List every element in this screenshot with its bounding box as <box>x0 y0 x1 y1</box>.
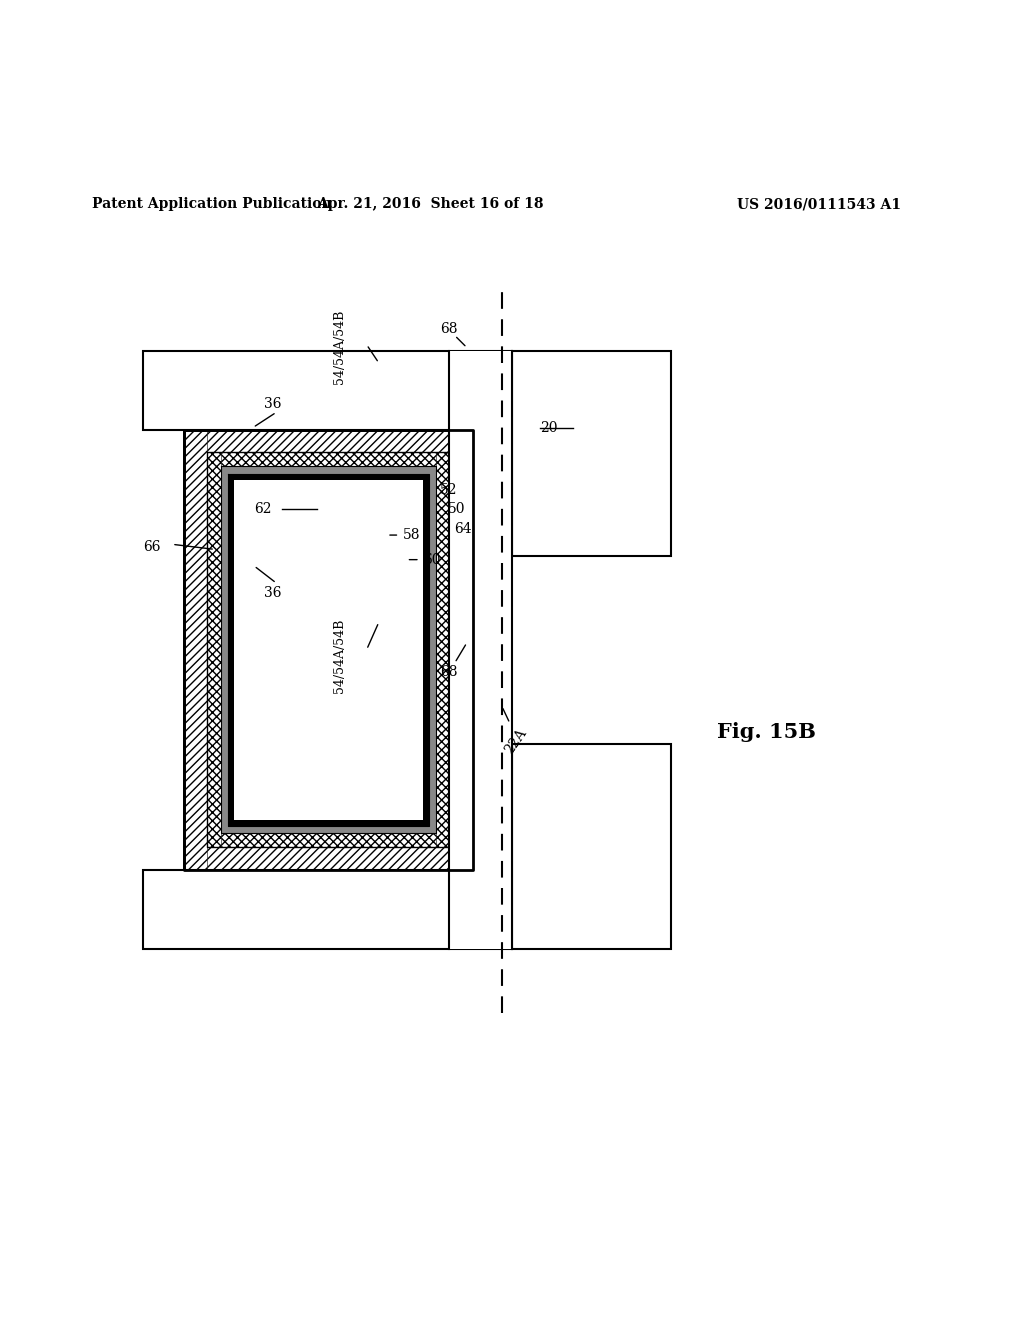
Bar <box>207 453 221 847</box>
Bar <box>228 820 429 826</box>
Bar <box>228 474 234 826</box>
Text: Patent Application Publication: Patent Application Publication <box>92 197 332 211</box>
Bar <box>449 351 512 949</box>
Bar <box>451 429 473 870</box>
Text: 22A: 22A <box>502 726 529 758</box>
Text: US 2016/0111543 A1: US 2016/0111543 A1 <box>737 197 901 211</box>
Text: 66: 66 <box>143 540 161 554</box>
Text: 20: 20 <box>540 421 557 434</box>
Bar <box>228 474 429 479</box>
Text: 54/54A/54B: 54/54A/54B <box>334 310 346 384</box>
Text: 58: 58 <box>402 528 420 543</box>
Bar <box>184 429 473 453</box>
Text: 54/54A/54B: 54/54A/54B <box>334 618 346 693</box>
Text: 52: 52 <box>440 483 458 498</box>
Bar <box>221 826 436 833</box>
Bar <box>143 351 512 429</box>
Bar <box>184 429 207 870</box>
Bar <box>207 453 451 466</box>
Text: 68: 68 <box>440 322 458 337</box>
Bar <box>221 466 436 833</box>
Bar <box>436 453 451 847</box>
Bar <box>207 833 451 847</box>
Bar <box>221 466 228 833</box>
Bar <box>429 466 436 833</box>
Bar <box>228 474 429 826</box>
Text: 60: 60 <box>423 553 440 566</box>
Bar <box>207 453 451 847</box>
Text: 50: 50 <box>447 503 465 516</box>
Text: 36: 36 <box>264 397 282 411</box>
Bar <box>143 870 512 949</box>
Text: Apr. 21, 2016  Sheet 16 of 18: Apr. 21, 2016 Sheet 16 of 18 <box>316 197 544 211</box>
Bar <box>184 847 473 870</box>
Bar <box>423 474 429 826</box>
Text: 62: 62 <box>254 503 271 516</box>
Bar <box>184 429 473 870</box>
Bar <box>512 744 671 949</box>
Bar <box>512 351 671 556</box>
Bar <box>221 466 436 474</box>
Text: 64: 64 <box>454 521 471 536</box>
Text: 68: 68 <box>440 665 458 680</box>
Text: Fig. 15B: Fig. 15B <box>717 722 816 742</box>
Bar <box>234 479 423 820</box>
Text: 36: 36 <box>264 586 282 601</box>
